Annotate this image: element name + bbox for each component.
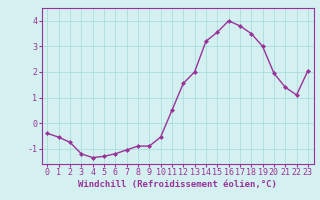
X-axis label: Windchill (Refroidissement éolien,°C): Windchill (Refroidissement éolien,°C)	[78, 180, 277, 189]
